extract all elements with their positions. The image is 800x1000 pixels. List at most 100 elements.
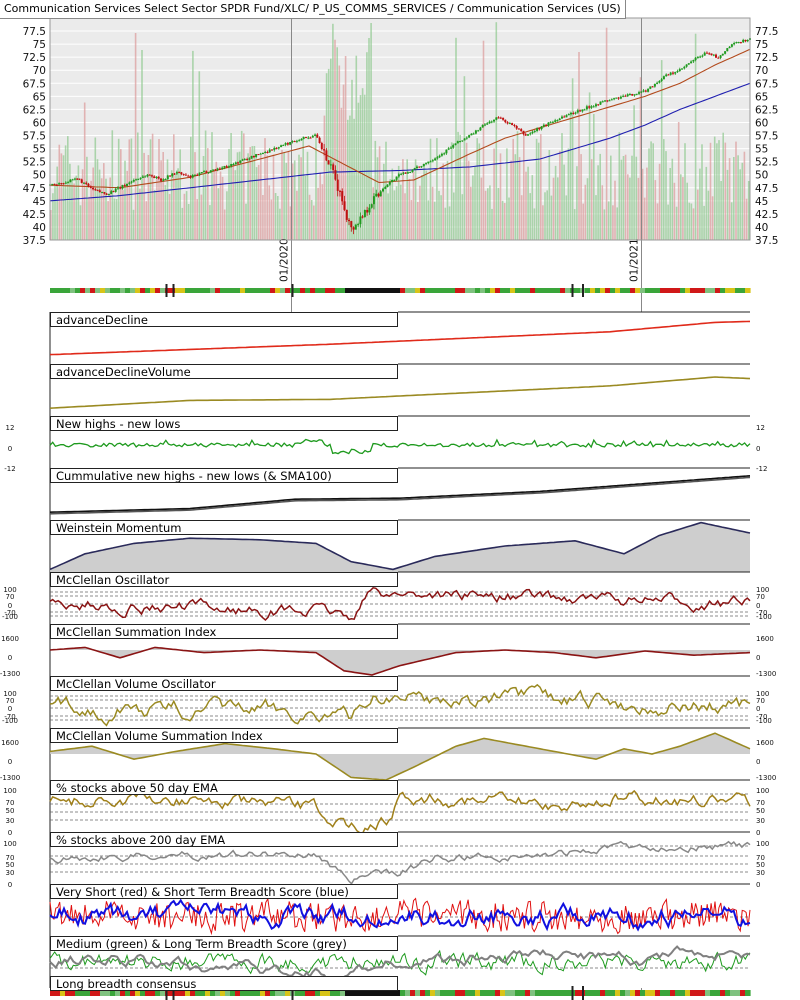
signal-strip-cell [685,288,691,293]
mcvo-left-tick: -70 [4,713,15,721]
consensus-strip-cell [95,990,101,996]
candle-body [488,121,491,124]
volume-bar [497,187,500,240]
pct50-left-tick: 100 [3,787,16,795]
candle-body [735,42,738,44]
candle-body [314,134,316,136]
volume-bar [414,159,417,240]
volume-bar [404,193,406,240]
volume-bar [557,177,559,240]
candle-body [348,219,350,222]
candle-body [626,94,629,97]
signal-strip-cell [625,288,631,293]
consensus-strip-cell [620,990,626,996]
signal-strip-cell [495,288,501,293]
volume-bar [527,166,529,240]
volume-bar [128,139,131,240]
consensus-strip-cell [395,990,401,996]
pct50-left-tick: 50 [6,807,15,815]
candle-body [53,183,56,185]
consensus-strip-cell [485,990,491,996]
volume-bar [344,56,347,240]
candle-body [160,178,162,181]
volume-bar [465,142,468,240]
nhnl-left-tick: -12 [4,465,15,473]
volume-bar [145,201,148,240]
consensus-strip-cell [430,990,436,996]
volume-bar [69,163,71,240]
candle-body [719,55,722,58]
volume-bar [614,180,616,240]
signal-strip-cell [100,288,106,293]
consensus-strip-cell [515,990,521,996]
volume-bar [533,208,536,240]
volume-bar [363,94,366,240]
candle-body [237,162,239,164]
volume-bar [709,142,712,240]
candle-body [375,193,378,197]
candle-body [101,192,104,194]
candle-body [479,127,482,131]
candle-body [119,187,122,189]
y-tick-label-left: 70 [33,65,46,77]
candle-body [427,161,430,164]
volume-bar [134,33,137,240]
consensus-strip-cell [360,990,366,996]
signal-strip-marker [172,284,175,297]
consensus-strip-cell [155,990,161,996]
candle-body [461,140,464,142]
candle-body [565,115,568,118]
consensus-strip-cell [330,990,336,996]
volume-bar [274,193,277,240]
consensus-strip-cell [340,990,346,996]
candle-body [746,40,749,42]
volume-bar [633,105,635,240]
candle-body [465,137,468,139]
candle-body [73,178,76,180]
panel-label-long-breadth: Medium (green) & Long Term Breadth Score… [50,936,398,951]
candle-body [148,174,151,176]
signal-strip-cell [690,288,696,293]
signal-strip-cell [405,288,411,293]
volume-bar [455,37,457,240]
consensus-strip-cell [705,990,711,996]
consensus-strip-cell [410,990,416,996]
candle-body [538,128,541,130]
consensus-strip-cell [420,990,426,996]
signal-strip-cell [155,288,161,293]
volume-bar [332,23,334,240]
candle-body [481,124,484,128]
signal-strip-cell [345,288,351,293]
signal-strip-cell [670,288,676,293]
volume-bar [387,193,389,240]
candle-body [302,137,305,139]
date-label-1: 01/2020 [279,238,291,282]
volume-bar [164,185,167,240]
candle-body [180,172,183,175]
y-tick-label-right: 67.5 [755,78,778,90]
mcvo-left-tick: 70 [6,697,15,705]
volume-bar [694,33,697,241]
consensus-strip-cell [375,990,381,996]
consensus-strip-cell [445,990,451,996]
candle-body [726,48,729,52]
volume-bar [529,193,531,240]
volume-bar [726,169,729,240]
volume-bar [520,195,523,240]
candle-body [653,83,656,87]
signal-strip-cell [500,288,506,293]
consensus-strip-cell [645,990,651,996]
candle-body [429,161,432,163]
volume-bar [584,184,587,240]
panel-label-pct-200ema: % stocks above 200 day EMA [50,832,398,847]
candle-body [517,128,520,130]
cumulative-nhnl-sma-line [49,476,751,515]
candle-body [549,122,552,124]
consensus-strip-cell [390,990,396,996]
volume-bar [728,158,731,240]
signal-strip-cell [615,288,621,293]
candle-body [166,175,169,180]
volume-bar [177,168,179,240]
volume-bar [707,190,710,240]
volume-bar [211,132,213,240]
